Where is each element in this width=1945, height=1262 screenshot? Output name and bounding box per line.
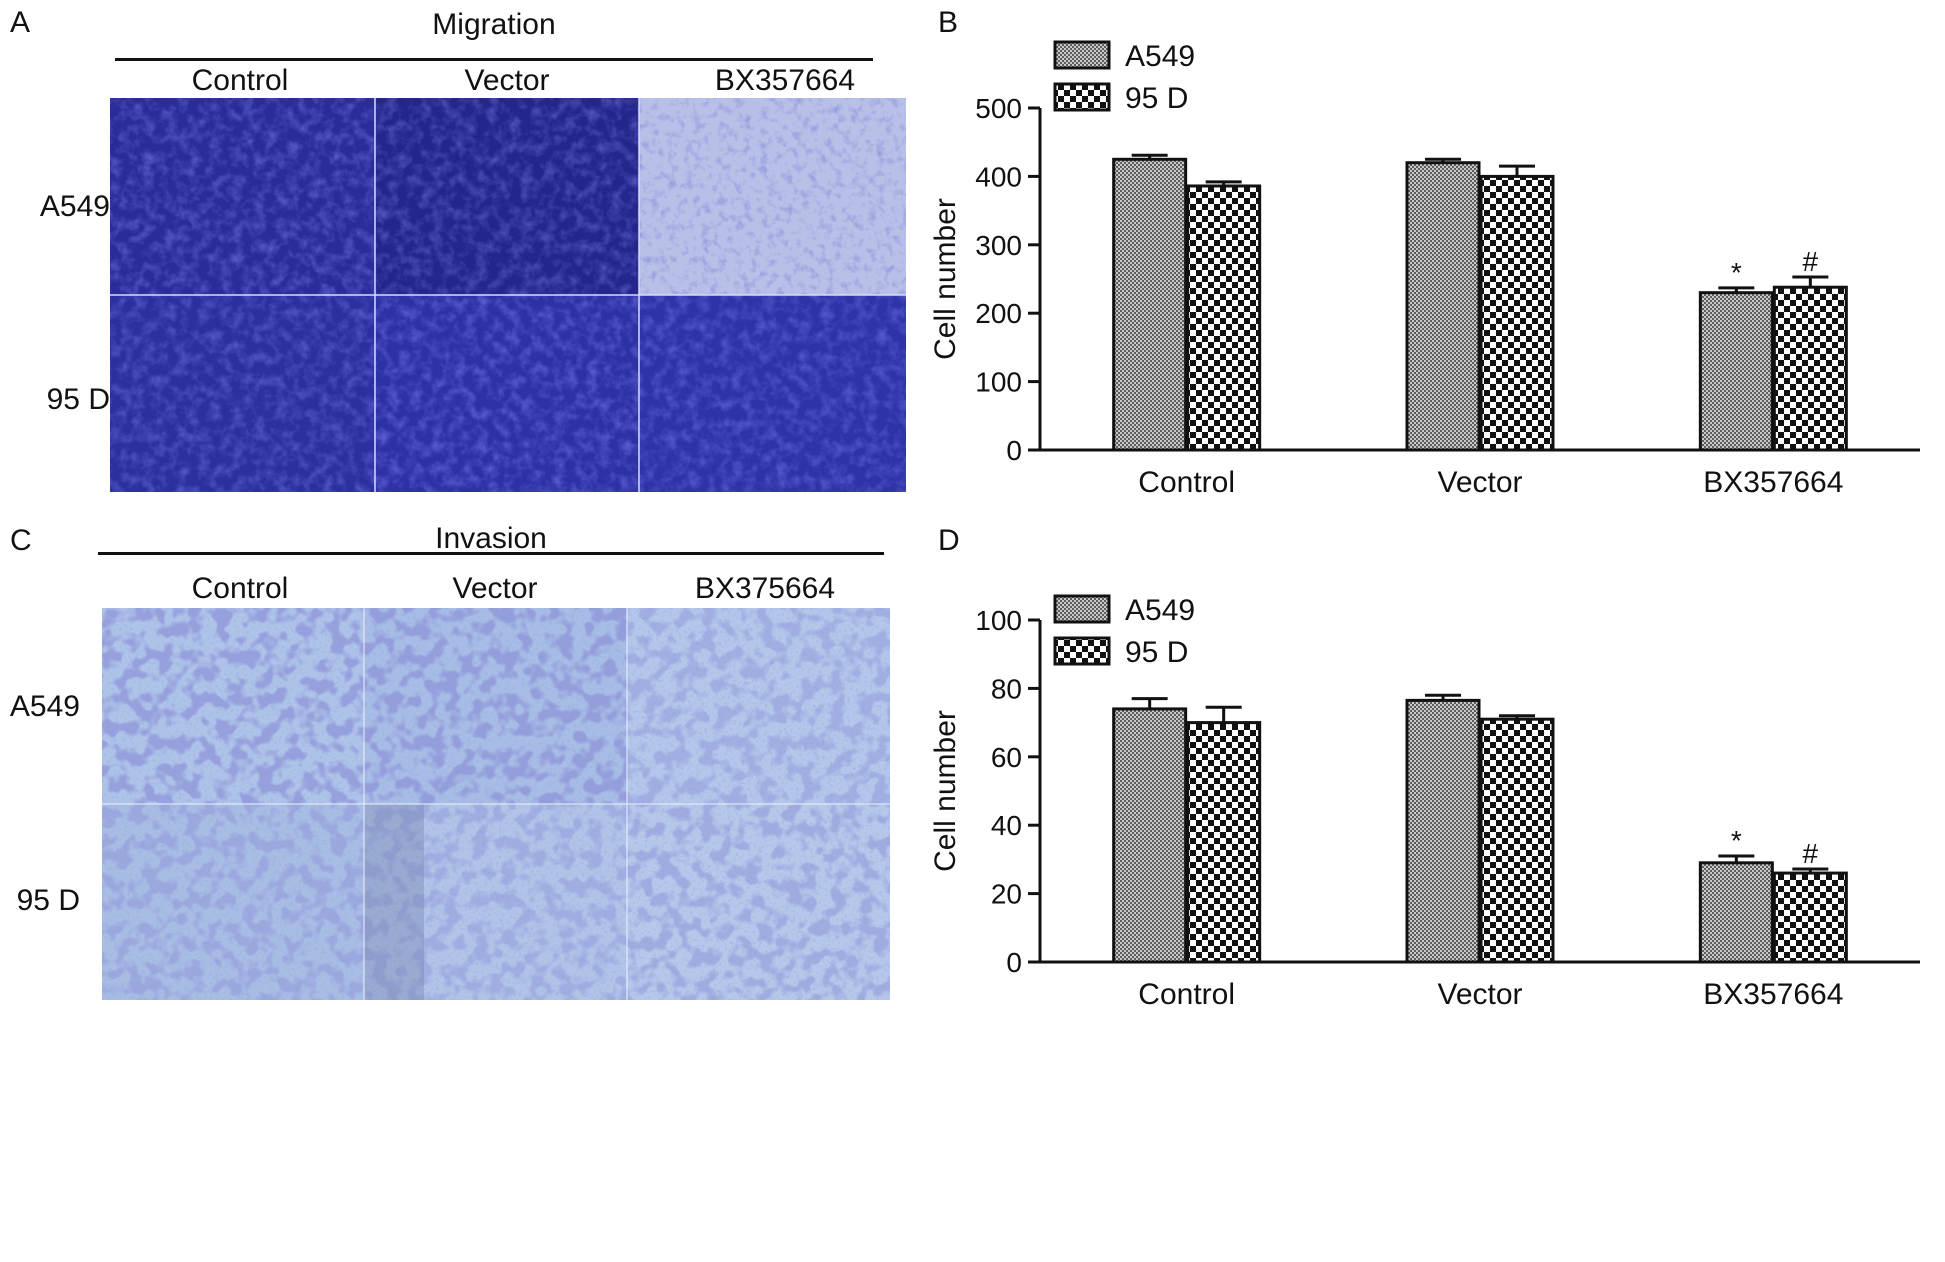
y-tick-label: 400	[975, 161, 1022, 192]
invasion-cell-95d-vector	[364, 804, 627, 1000]
migration-col-vector: Vector	[464, 64, 550, 97]
migration-cell-a549-control	[110, 98, 375, 295]
x-tick-label: Vector	[1437, 978, 1522, 1011]
legend-label: A549	[1125, 40, 1195, 73]
bar-a549-control	[1112, 157, 1188, 452]
bar-a549-bx357664	[1698, 861, 1774, 964]
significance-mark: *	[1731, 825, 1742, 856]
invasion-col-vector: Vector	[452, 572, 538, 605]
legend-swatch	[1053, 40, 1111, 70]
legend-swatch	[1053, 594, 1111, 624]
legend-swatch	[1053, 82, 1111, 112]
y-tick-label: 200	[975, 298, 1022, 329]
legend-label: 95 D	[1125, 82, 1188, 115]
panel-label-c: C	[10, 524, 32, 557]
invasion-cell-95d-bx375664	[627, 804, 890, 1000]
invasion-cell-a549-bx375664	[627, 608, 890, 804]
legend-label: 95 D	[1125, 636, 1188, 669]
bar-a549-vector	[1405, 161, 1481, 452]
legend-swatch	[1053, 636, 1111, 666]
migration-title: Migration	[432, 8, 556, 41]
bar-95d-bx357664	[1772, 871, 1848, 964]
migration-rule	[115, 58, 873, 61]
invasion-row-a549: A549	[9, 690, 80, 723]
y-tick-label: 100	[975, 367, 1022, 398]
x-tick-label: BX357664	[1703, 466, 1843, 499]
x-tick-label: Vector	[1437, 466, 1522, 499]
migration-bar-chart: 0 100 200 300 400 500 Cell number Control Vector…	[920, 30, 1920, 510]
bar-95d-vector	[1479, 174, 1555, 452]
y-axis-label: Cell number	[929, 198, 962, 360]
significance-mark: #	[1803, 838, 1819, 869]
y-tick-label: 0	[1006, 947, 1022, 978]
panel-label-b: B	[938, 6, 959, 39]
y-tick-label: 80	[991, 673, 1022, 704]
invasion-bar-chart: 0 20 40 60 80 100 Cell number Control Vector * # BX…	[920, 580, 1920, 1030]
migration-micrograph-grid	[110, 98, 906, 492]
y-tick-label: 100	[975, 605, 1022, 636]
migration-row-95d: 95 D	[46, 383, 110, 416]
migration-cell-95d-vector	[375, 295, 639, 492]
legend-label: A549	[1125, 594, 1195, 627]
invasion-row-95d: 95 D	[16, 884, 80, 917]
bar-a549-control	[1112, 707, 1188, 964]
panel-label-d: D	[938, 524, 960, 557]
x-tick-label: Control	[1138, 466, 1235, 499]
bar-95d-control	[1186, 721, 1262, 964]
y-axis-label: Cell number	[929, 710, 962, 872]
bar-95d-vector	[1479, 717, 1555, 964]
y-tick-label: 20	[991, 879, 1022, 910]
bar-95d-bx357664	[1772, 285, 1848, 452]
y-tick-label: 300	[975, 230, 1022, 261]
migration-col-bx357664: BX357664	[714, 64, 856, 97]
bar-a549-vector	[1405, 698, 1481, 964]
y-tick-label: 40	[991, 810, 1022, 841]
invasion-cell-a549-vector	[364, 608, 627, 804]
bar-a549-bx357664	[1698, 291, 1774, 452]
x-tick-label: BX357664	[1703, 978, 1843, 1011]
migration-row-a549: A549	[39, 190, 110, 223]
invasion-col-control: Control	[191, 572, 289, 605]
invasion-title: Invasion	[435, 522, 547, 555]
invasion-cell-95d-control	[102, 804, 364, 1000]
significance-mark: #	[1803, 246, 1819, 277]
significance-mark: *	[1731, 257, 1742, 288]
panel-label-a: A	[10, 6, 31, 39]
y-tick-label: 0	[1006, 435, 1022, 466]
bar-95d-control	[1186, 184, 1262, 452]
invasion-cell-a549-control	[102, 608, 364, 804]
x-tick-label: Control	[1138, 978, 1235, 1011]
invasion-col-bx375664: BX375664	[694, 572, 836, 605]
migration-cell-95d-bx357664	[639, 295, 906, 492]
migration-cell-95d-control	[110, 295, 375, 492]
invasion-micrograph-grid	[102, 608, 890, 1000]
migration-cell-a549-bx357664	[639, 98, 906, 295]
migration-col-control: Control	[191, 64, 289, 97]
y-tick-label: 60	[991, 742, 1022, 773]
migration-cell-a549-vector	[375, 98, 639, 295]
invasion-rule	[98, 552, 884, 555]
y-tick-label: 500	[975, 93, 1022, 124]
